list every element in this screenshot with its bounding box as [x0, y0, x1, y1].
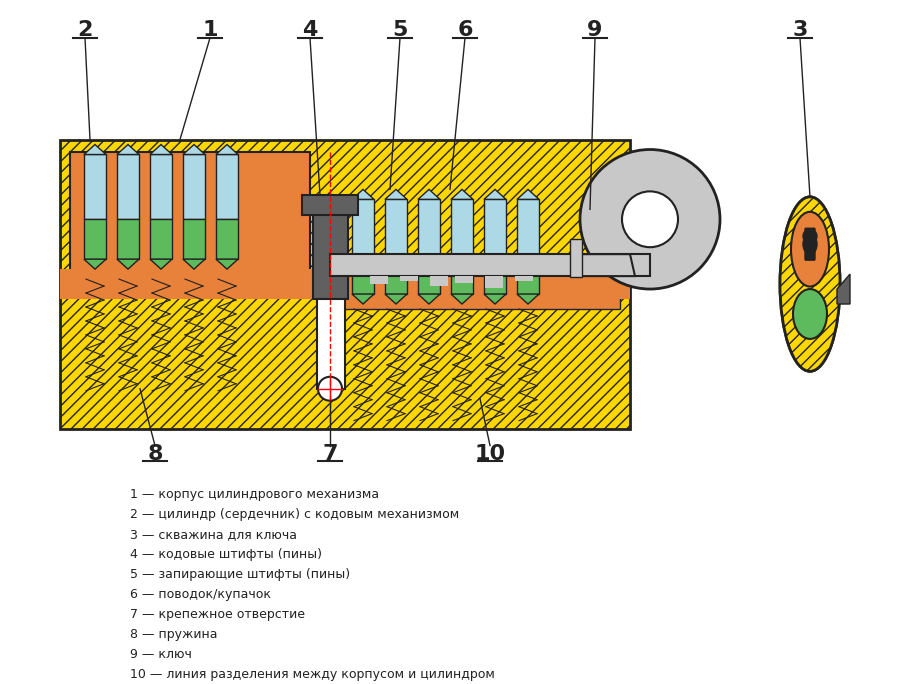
Bar — [117, 220, 139, 259]
Ellipse shape — [793, 289, 827, 339]
Text: 9 — ключ: 9 — ключ — [130, 648, 191, 661]
Bar — [370, 276, 388, 284]
Bar — [150, 220, 172, 259]
Text: 2: 2 — [77, 20, 93, 40]
Bar — [430, 276, 448, 286]
Bar — [183, 220, 205, 259]
Bar — [84, 155, 106, 220]
Bar — [317, 299, 345, 389]
Polygon shape — [484, 189, 506, 199]
Polygon shape — [84, 259, 106, 269]
Polygon shape — [837, 274, 850, 304]
Polygon shape — [352, 294, 374, 304]
Polygon shape — [570, 239, 582, 277]
Bar — [385, 199, 407, 254]
Bar — [418, 254, 440, 294]
Circle shape — [318, 377, 342, 401]
Text: 4: 4 — [302, 20, 318, 40]
Bar — [60, 140, 630, 429]
Text: 6 — поводок/купачок: 6 — поводок/купачок — [130, 588, 271, 601]
Bar — [352, 254, 374, 294]
Bar — [455, 276, 473, 283]
Bar — [84, 220, 106, 259]
Bar — [352, 199, 374, 254]
Polygon shape — [418, 189, 440, 199]
Bar — [484, 254, 506, 294]
Polygon shape — [84, 144, 106, 155]
Ellipse shape — [780, 197, 840, 371]
Text: 7: 7 — [322, 443, 338, 464]
Bar — [515, 276, 533, 281]
Bar — [484, 199, 506, 254]
Text: 10 — линия разделения между корпусом и цилиндром: 10 — линия разделения между корпусом и ц… — [130, 668, 495, 681]
Polygon shape — [216, 144, 238, 155]
Polygon shape — [451, 189, 473, 199]
FancyBboxPatch shape — [805, 228, 815, 260]
Bar — [216, 155, 238, 220]
Bar — [60, 269, 330, 299]
Text: 2 — цилиндр (сердечник) с кодовым механизмом: 2 — цилиндр (сердечник) с кодовым механи… — [130, 508, 459, 521]
Polygon shape — [451, 294, 473, 304]
Circle shape — [580, 150, 720, 289]
Bar — [330, 269, 630, 299]
Bar — [216, 220, 238, 259]
Text: 1: 1 — [202, 20, 218, 40]
Polygon shape — [385, 294, 407, 304]
Bar — [320, 259, 620, 309]
Circle shape — [622, 192, 678, 247]
Text: 3: 3 — [792, 20, 808, 40]
Ellipse shape — [803, 234, 817, 254]
Bar — [183, 155, 205, 220]
Text: 5: 5 — [392, 20, 408, 40]
Text: 10: 10 — [474, 443, 506, 464]
Polygon shape — [418, 294, 440, 304]
Bar — [485, 276, 503, 288]
Polygon shape — [385, 189, 407, 199]
Text: 5 — запирающие штифты (пины): 5 — запирающие штифты (пины) — [130, 568, 350, 581]
Ellipse shape — [780, 197, 840, 371]
Bar — [313, 199, 348, 299]
Circle shape — [803, 229, 817, 244]
Text: 6: 6 — [457, 20, 473, 40]
Bar — [70, 152, 310, 281]
Polygon shape — [117, 259, 139, 269]
Bar — [451, 254, 473, 294]
Bar — [418, 199, 440, 254]
Bar — [451, 199, 473, 254]
Bar — [517, 254, 539, 294]
Polygon shape — [183, 144, 205, 155]
Text: 9: 9 — [587, 20, 603, 40]
Text: 1 — корпус цилиндрового механизма: 1 — корпус цилиндрового механизма — [130, 488, 379, 501]
Bar — [517, 199, 539, 254]
Polygon shape — [352, 189, 374, 199]
Ellipse shape — [791, 212, 829, 287]
Bar — [330, 254, 650, 276]
Polygon shape — [216, 259, 238, 269]
Bar — [302, 196, 358, 215]
Bar — [385, 254, 407, 294]
Bar — [400, 276, 418, 281]
Text: 4 — кодовые штифты (пины): 4 — кодовые штифты (пины) — [130, 548, 322, 561]
Polygon shape — [150, 144, 172, 155]
Bar — [150, 155, 172, 220]
Polygon shape — [117, 144, 139, 155]
Text: 7 — крепежное отверстие: 7 — крепежное отверстие — [130, 608, 305, 621]
Polygon shape — [183, 259, 205, 269]
Polygon shape — [580, 254, 635, 276]
Polygon shape — [517, 189, 539, 199]
Bar — [117, 155, 139, 220]
Polygon shape — [150, 259, 172, 269]
Text: 8 — пружина: 8 — пружина — [130, 628, 217, 641]
Polygon shape — [517, 294, 539, 304]
Text: 3 — скважина для ключа: 3 — скважина для ключа — [130, 528, 297, 541]
Polygon shape — [484, 294, 506, 304]
Text: 8: 8 — [147, 443, 163, 464]
